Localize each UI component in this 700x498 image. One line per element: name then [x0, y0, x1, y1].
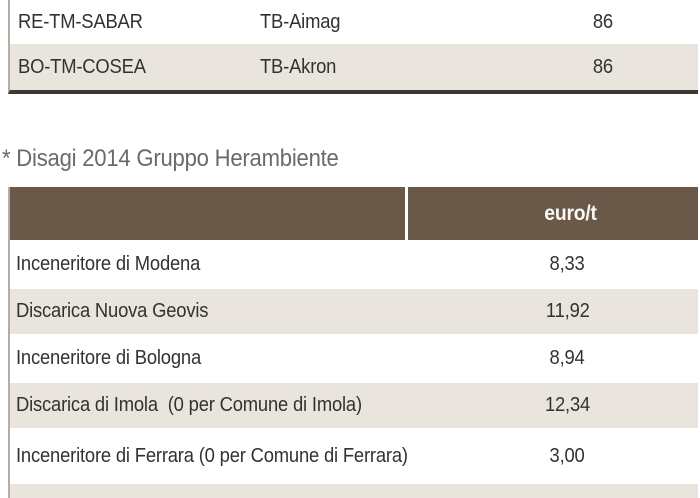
header-empty-cell — [10, 187, 405, 240]
row-value-text: 8,33 — [549, 253, 586, 275]
row-value: 12,34 — [407, 394, 698, 417]
row-label-text: Inceneritore di Modena — [16, 253, 201, 275]
cell-plant: TB-Aimag — [260, 11, 508, 34]
cell-value-text: 86 — [592, 55, 614, 78]
row-value-text: 3,00 — [549, 444, 586, 467]
table-row: RE-TM-SABAR TB-Aimag 86 — [10, 0, 698, 44]
section-heading-text: * Disagi 2014 Gruppo Herambiente — [2, 145, 339, 172]
table-row: Discarica Nuova Geovis 11,92 — [10, 289, 698, 336]
top-table-fragment: RE-TM-SABAR TB-Aimag 86 BO-TM-COSEA TB-A… — [8, 0, 698, 94]
row-label: Inceneritore di Bologna — [10, 347, 407, 370]
table-row: Inceneritore di Bologna 8,94 — [10, 336, 698, 383]
row-label: Inceneritore di Ferrara (0 per Comune di… — [10, 444, 408, 468]
row-value-text: 12,34 — [544, 394, 591, 416]
table-row: Inceneritore di Modena 8,33 — [10, 242, 698, 289]
disagi-table: euro/t Inceneritore di Modena 8,33 Disca… — [8, 187, 698, 498]
row-value: 11,92 — [407, 300, 698, 323]
cell-value: 86 — [508, 56, 698, 79]
cell-value-text: 86 — [592, 10, 614, 33]
cell-plant: TB-Akron — [260, 56, 508, 79]
table-row: BO-TM-COSEA TB-Akron 86 — [10, 44, 698, 90]
row-value-text: 8,94 — [549, 347, 586, 369]
row-label: Inceneritore di Modena — [10, 253, 407, 276]
row-value: 8,94 — [407, 347, 698, 370]
table-row: Inceneritore di Ferrara (0 per Comune di… — [10, 430, 698, 484]
cell-code: BO-TM-COSEA — [10, 56, 260, 79]
cell-value: 86 — [508, 11, 698, 34]
row-label-text: Discarica Nuova Geovis — [16, 300, 209, 322]
euro-per-ton-label: euro/t — [544, 201, 598, 225]
row-label: Discarica di Imola (0 per Comune di Imol… — [10, 394, 407, 417]
row-label-text: Discarica di Imola (0 per Comune di Imol… — [16, 394, 362, 416]
row-value: 8,33 — [407, 253, 698, 276]
row-value: 3,00 — [407, 445, 698, 468]
row-value-text: 11,92 — [545, 300, 590, 322]
cell-plant-text: TB-Aimag — [260, 10, 341, 33]
cell-code: RE-TM-SABAR — [10, 11, 260, 34]
row-label-text: Inceneritore di Ferrara (0 per Comune di… — [16, 444, 408, 467]
cell-code-text: RE-TM-SABAR — [18, 10, 143, 33]
row-label: Discarica Nuova Geovis — [10, 300, 407, 323]
section-heading: * Disagi 2014 Gruppo Herambiente — [2, 142, 368, 176]
header-unit-cell: euro/t — [405, 187, 698, 240]
clipped-next-row — [10, 484, 698, 498]
table-row: Discarica di Imola (0 per Comune di Imol… — [10, 383, 698, 430]
row-label-text: Inceneritore di Bologna — [16, 347, 202, 369]
cell-plant-text: TB-Akron — [260, 55, 337, 78]
disagi-table-header: euro/t — [10, 187, 698, 240]
cell-code-text: BO-TM-COSEA — [18, 55, 146, 78]
